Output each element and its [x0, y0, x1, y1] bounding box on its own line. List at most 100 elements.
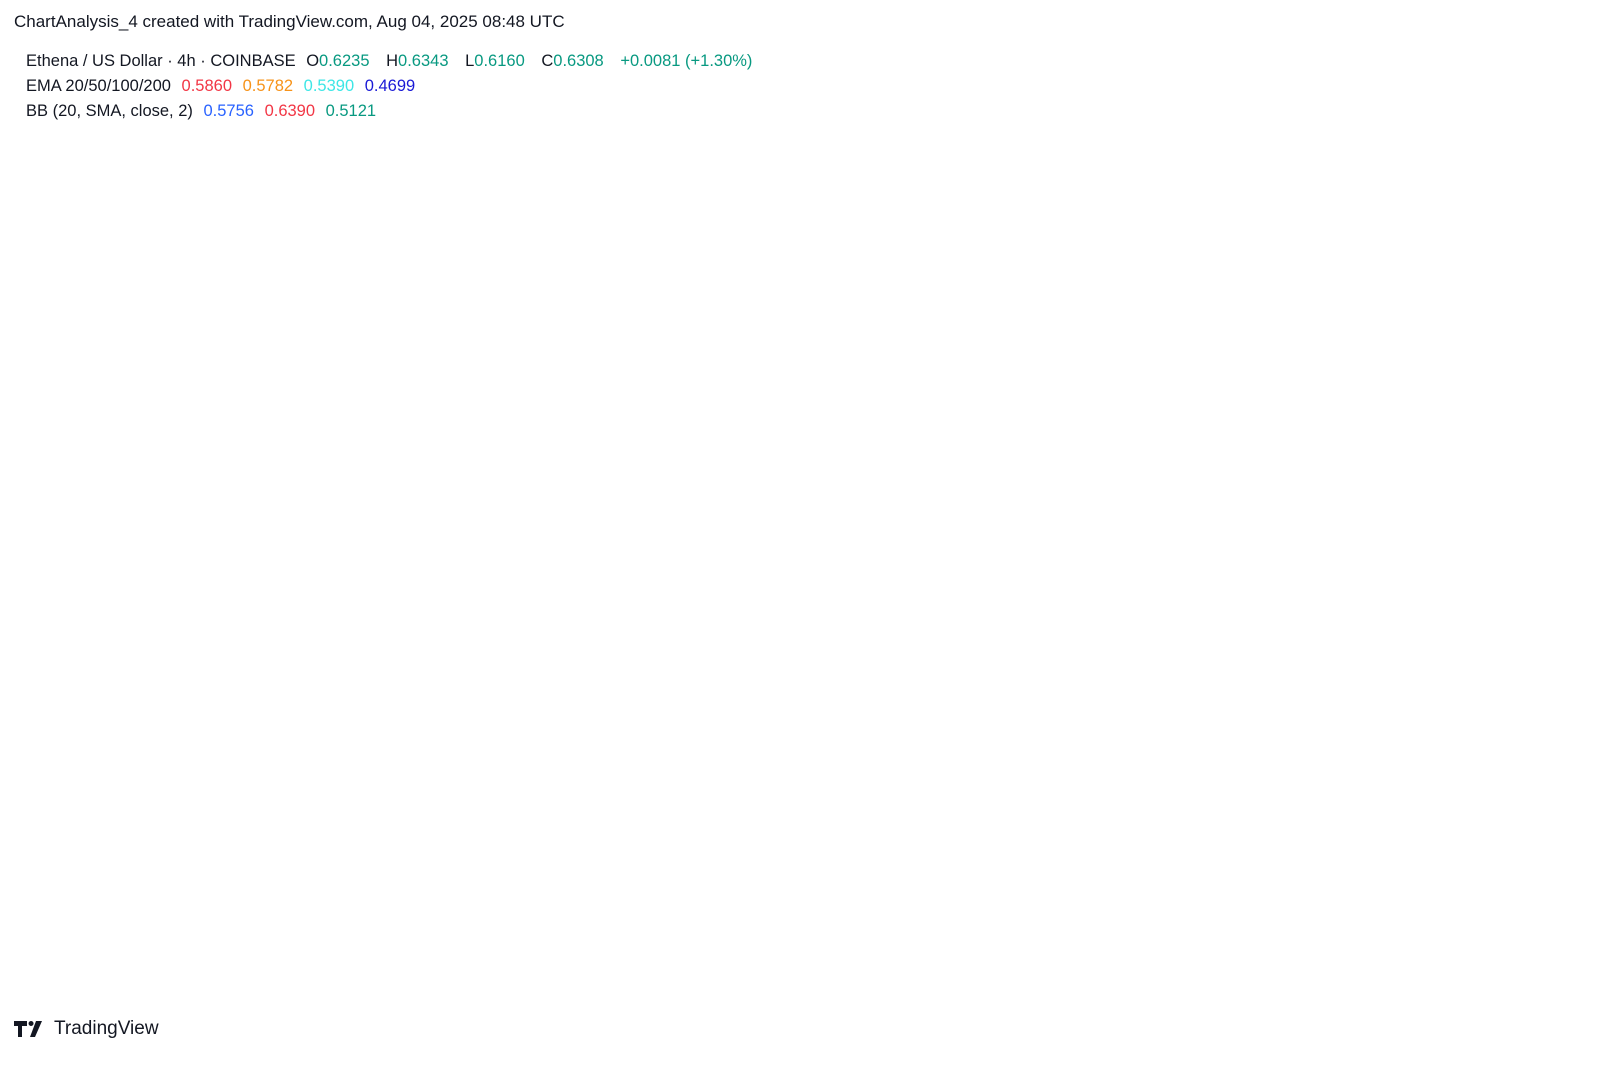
candle-body — [1020, 389, 1029, 421]
ema200-line — [261, 552, 1176, 834]
close-value: 0.6308 — [553, 52, 604, 70]
ema-legend[interactable]: EMA 20/50/100/200 0.5860 0.5782 0.5390 0… — [26, 77, 421, 96]
bb-upper-value: 0.6390 — [264, 102, 316, 120]
candle-body — [621, 639, 630, 645]
price-tag-bb-upper-value: 0.6390 — [1515, 307, 1564, 324]
ema50-value: 0.5782 — [242, 77, 294, 95]
candle-body — [31, 824, 40, 836]
candle-body — [725, 485, 734, 506]
candle-body — [934, 270, 943, 301]
candle-body — [691, 499, 700, 511]
price-tag-bb-basis-value: 0.5756 — [1515, 442, 1564, 459]
bb-basis-line — [18, 326, 1176, 836]
price-tag-ema50 — [1508, 412, 1596, 436]
candle-body — [483, 725, 492, 740]
candle-body — [205, 827, 214, 829]
candle-body — [431, 714, 439, 735]
ema200-value: 0.4699 — [364, 77, 416, 95]
candle-body — [66, 799, 75, 805]
candle-body — [587, 654, 596, 670]
y-tick-label: 0.3000 — [1444, 771, 1493, 788]
y-tick-label: 0.4500 — [1444, 572, 1493, 589]
candle-body — [396, 734, 405, 746]
candle-body — [413, 734, 422, 746]
close-label: C — [541, 52, 554, 70]
candle-body — [1142, 440, 1151, 461]
bb-fill — [18, 203, 1176, 883]
x-tick-label: 10 — [1363, 976, 1381, 993]
candle-body — [170, 831, 179, 838]
candle-body — [222, 827, 231, 836]
candle-body — [326, 759, 335, 791]
candle-body — [188, 827, 197, 832]
x-tick-label: 7 — [1263, 976, 1272, 993]
candle-body — [1171, 339, 1180, 390]
y-tick-label: 0.8500 — [1444, 42, 1493, 59]
candle-body — [153, 837, 162, 841]
ema20-value: 0.5860 — [181, 77, 233, 95]
x-tick-label: 10 — [287, 976, 305, 993]
us-flag-icon[interactable] — [1200, 927, 1230, 957]
x-tick-label: 4 — [84, 976, 93, 993]
candle-body — [673, 510, 682, 531]
candle-body — [517, 705, 526, 726]
candle-body — [951, 300, 960, 341]
price-tag-bb-lower-value: 0.5121 — [1515, 492, 1564, 509]
price-tag-ema50-value: 0.5782 — [1515, 417, 1564, 434]
y-tick-label: 0.2500 — [1444, 838, 1493, 855]
x-tick-label: 25 — [808, 976, 826, 993]
y-tick-label: 0.2000 — [1444, 904, 1493, 921]
price-tag-bb-upper — [1508, 302, 1596, 326]
bb-legend[interactable]: BB (20, SMA, close, 2) 0.5756 0.6390 0.5… — [26, 102, 382, 121]
candle-body — [968, 340, 977, 381]
y-tick-label: 0.5500 — [1444, 440, 1493, 457]
candle-body — [1055, 300, 1064, 381]
candle-body — [535, 689, 544, 706]
price-tag-ema200-value: 0.4699 — [1515, 546, 1564, 563]
price-tag-last-price — [1508, 328, 1596, 372]
events-icon[interactable] — [1160, 927, 1190, 957]
candle-body — [1090, 389, 1099, 401]
candle-body — [812, 519, 821, 545]
candle-body — [569, 669, 578, 681]
x-tick-label: 16 — [496, 976, 514, 993]
x-tick-label: 4 — [1159, 976, 1168, 993]
candle-body — [899, 290, 908, 331]
tradingview-logo-icon — [14, 1021, 42, 1037]
candle-body — [1003, 409, 1012, 421]
candle-body — [240, 835, 249, 837]
candle-body — [743, 505, 752, 531]
open-label: O — [306, 52, 320, 70]
ema50-line — [18, 398, 1176, 837]
low-value: 0.6160 — [474, 52, 525, 70]
symbol-name[interactable]: Ethena / US Dollar · 4h · COINBASE — [26, 52, 296, 70]
price-tag-ema100 — [1508, 462, 1596, 486]
y-tick-label: 0.6000 — [1444, 374, 1493, 391]
bb-label: BB (20, SMA, close, 2) — [26, 102, 193, 120]
bb-lower-value: 0.5121 — [325, 102, 377, 120]
symbol-legend: Ethena / US Dollar · 4h · COINBASE O0.62… — [26, 52, 758, 71]
candle-body — [136, 840, 145, 844]
x-tick-label: 19 — [600, 976, 618, 993]
candle-body — [778, 555, 786, 565]
x-tick-label: 7 — [188, 976, 197, 993]
candle-body — [14, 835, 23, 839]
price-tag-last-price-value: 0.6308 — [1515, 333, 1564, 350]
open-value: 0.6235 — [319, 52, 370, 70]
x-tick-label: Aug — [1044, 976, 1075, 993]
candle-body — [257, 830, 266, 837]
y-tick-label: 0.7500 — [1444, 175, 1493, 192]
tradingview-logo[interactable]: TradingView — [14, 1018, 159, 1040]
ema100-line — [18, 453, 1176, 837]
candle-body — [986, 380, 995, 410]
ema100-value: 0.5390 — [303, 77, 355, 95]
candle-body — [1159, 389, 1168, 441]
price-tag-ema20 — [1508, 387, 1596, 411]
candle-body — [1125, 420, 1133, 461]
chart-title: ChartAnalysis_4 created with TradingView… — [14, 12, 565, 31]
high-label: H — [386, 52, 399, 70]
change-value: +0.0081 (+1.30%) — [620, 52, 753, 70]
countdown-timer: 03:11:39 — [1515, 354, 1576, 371]
y-tick-label: 0.3500 — [1444, 705, 1493, 722]
